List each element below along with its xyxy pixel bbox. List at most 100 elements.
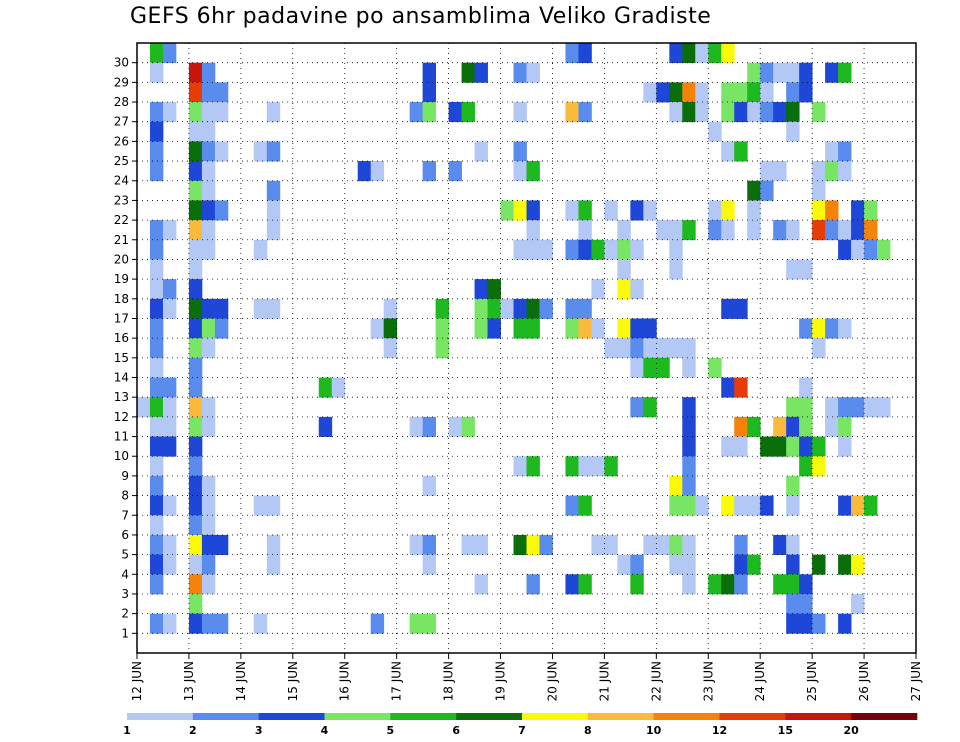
heatmap-cell-m7-t2 bbox=[162, 495, 177, 516]
heatmap-cell-m22-t55 bbox=[851, 200, 865, 221]
heatmap-cell-m16-t5 bbox=[201, 318, 216, 339]
heatmap-cell-m20-t56 bbox=[864, 239, 878, 260]
heatmap-cell-m21-t47 bbox=[747, 220, 761, 241]
heatmap-cell-m13-t45 bbox=[721, 377, 735, 398]
heatmap-cell-m8-t50 bbox=[786, 475, 800, 496]
heatmap-cell-m2-t4 bbox=[188, 593, 203, 615]
colorbar-label: 12 bbox=[712, 724, 727, 737]
heatmap-cell-m25-t54 bbox=[838, 141, 852, 162]
heatmap-cell-m3-t33 bbox=[565, 574, 579, 595]
heatmap-cell-m30-t42 bbox=[682, 43, 696, 64]
heatmap-cell-m10-t4 bbox=[188, 436, 203, 457]
heatmap-cell-m20-t9 bbox=[253, 239, 268, 260]
heatmap-cell-m12-t5 bbox=[201, 397, 216, 418]
x-tick-label: 18 JUN bbox=[442, 661, 456, 701]
heatmap-cell-m2-t50 bbox=[786, 593, 800, 615]
heatmap-cell-m17-t4 bbox=[188, 298, 203, 319]
heatmap-cell-m17-t19 bbox=[383, 298, 398, 319]
heatmap-cell-m22-t29 bbox=[513, 200, 527, 221]
heatmap-cell-m29-t54 bbox=[838, 62, 852, 83]
heatmap-cell-m6-t1 bbox=[149, 515, 164, 536]
x-tick-label: 20 JUN bbox=[545, 661, 559, 701]
heatmap-cell-m29-t49 bbox=[773, 62, 787, 83]
heatmap-cell-m3-t44 bbox=[708, 574, 722, 595]
heatmap-cell-m4-t2 bbox=[162, 554, 177, 575]
heatmap-cell-m9-t4 bbox=[188, 456, 203, 477]
heatmap-cell-m22-t4 bbox=[188, 200, 203, 221]
heatmap-cell-m25-t1 bbox=[149, 141, 164, 162]
heatmap-cell-m23-t48 bbox=[760, 180, 774, 201]
heatmap-cell-m26-t1 bbox=[149, 121, 164, 142]
y-tick-label: 18 bbox=[114, 292, 129, 306]
x-tick-label: 25 JUN bbox=[805, 661, 819, 701]
heatmap-cell-m14-t1 bbox=[149, 357, 164, 378]
heatmap-cell-m1-t5 bbox=[201, 613, 216, 634]
heatmap-cell-m16-t1 bbox=[149, 318, 164, 339]
heatmap-cell-m28-t6 bbox=[214, 82, 229, 103]
heatmap-cell-m1-t22 bbox=[422, 613, 437, 634]
heatmap-cell-m21-t54 bbox=[838, 220, 852, 241]
heatmap-cell-m25-t26 bbox=[474, 141, 488, 162]
y-tick-label: 24 bbox=[114, 174, 129, 188]
heatmap-cell-m21-t52 bbox=[812, 220, 826, 241]
heatmap-cell-m10-t46 bbox=[734, 436, 748, 457]
heatmap-cell-m22-t38 bbox=[630, 200, 644, 221]
heatmap-cell-m3-t45 bbox=[721, 574, 735, 595]
heatmap-cell-m1-t2 bbox=[162, 613, 177, 634]
heatmap-cell-m16-t27 bbox=[487, 318, 501, 339]
heatmap-cell-m20-t30 bbox=[526, 239, 540, 260]
heatmap-cell-m21-t37 bbox=[617, 220, 631, 241]
heatmap-cell-m20-t34 bbox=[578, 239, 592, 260]
heatmap-cell-m29-t5 bbox=[201, 62, 216, 83]
heatmap-cell-m24-t54 bbox=[838, 161, 852, 182]
x-tick-label: 22 JUN bbox=[649, 661, 663, 701]
heatmap-cell-m5-t36 bbox=[604, 534, 618, 556]
heatmap-cell-m20-t29 bbox=[513, 239, 527, 260]
heatmap-cell-m4-t22 bbox=[422, 554, 437, 575]
y-tick-label: 26 bbox=[114, 134, 129, 148]
heatmap-cell-m20-t35 bbox=[591, 239, 605, 260]
colorbar-label: 8 bbox=[584, 724, 592, 737]
heatmap-cell-m25-t53 bbox=[825, 141, 839, 162]
heatmap-cell-m20-t55 bbox=[851, 239, 865, 260]
heatmap-cell-m19-t4 bbox=[188, 259, 203, 280]
heatmap-cell-m12-t2 bbox=[162, 397, 177, 418]
heatmap-cell-m24-t53 bbox=[825, 161, 839, 182]
x-tick-label: 26 JUN bbox=[857, 661, 871, 701]
heatmap-cell-m10-t42 bbox=[682, 436, 696, 457]
heatmap-cell-m10-t1 bbox=[149, 436, 164, 457]
y-tick-label: 28 bbox=[114, 95, 129, 109]
y-tick-label: 15 bbox=[114, 351, 129, 365]
heatmap-cell-m26-t4 bbox=[188, 121, 203, 142]
heatmap-cell-m4-t1 bbox=[149, 554, 164, 575]
y-tick-label: 6 bbox=[121, 528, 129, 542]
heatmap-cell-m30-t33 bbox=[565, 43, 579, 64]
heatmap-cell-m29-t47 bbox=[747, 62, 761, 83]
heatmap-cell-m20-t37 bbox=[617, 239, 631, 260]
heatmap-cell-m29-t26 bbox=[474, 62, 488, 83]
y-tick-label: 20 bbox=[114, 252, 129, 266]
y-tick-label: 5 bbox=[121, 548, 129, 562]
heatmap-cell-m27-t21 bbox=[409, 102, 424, 123]
heatmap-cell-m21-t4 bbox=[188, 220, 203, 241]
heatmap-cell-m10-t51 bbox=[799, 436, 813, 457]
heatmap-cell-m17-t31 bbox=[539, 298, 553, 319]
heatmap-cell-m14-t44 bbox=[708, 357, 722, 378]
colorbar-label: 2 bbox=[189, 724, 197, 737]
heatmap-cell-m1-t21 bbox=[409, 613, 424, 634]
heatmap-cell-m20-t36 bbox=[604, 239, 618, 260]
heatmap-cell-m12-t56 bbox=[864, 397, 878, 418]
heatmap-cell-m15-t36 bbox=[604, 338, 618, 359]
heatmap-cell-m29-t1 bbox=[149, 62, 164, 83]
heatmap-cell-m4-t38 bbox=[630, 554, 644, 575]
heatmap-cell-m12-t4 bbox=[188, 397, 203, 418]
heatmap-cell-m24-t5 bbox=[201, 161, 216, 182]
heatmap-cell-m27-t47 bbox=[747, 102, 761, 123]
heatmap-cell-m10-t2 bbox=[162, 436, 177, 457]
heatmap-cell-m4-t54 bbox=[838, 554, 852, 575]
heatmap-cell-m24-t48 bbox=[760, 161, 774, 182]
heatmap-cell-m12-t57 bbox=[877, 397, 891, 418]
heatmap-cell-m15-t37 bbox=[617, 338, 631, 359]
heatmap-cell-m3-t42 bbox=[682, 574, 696, 595]
